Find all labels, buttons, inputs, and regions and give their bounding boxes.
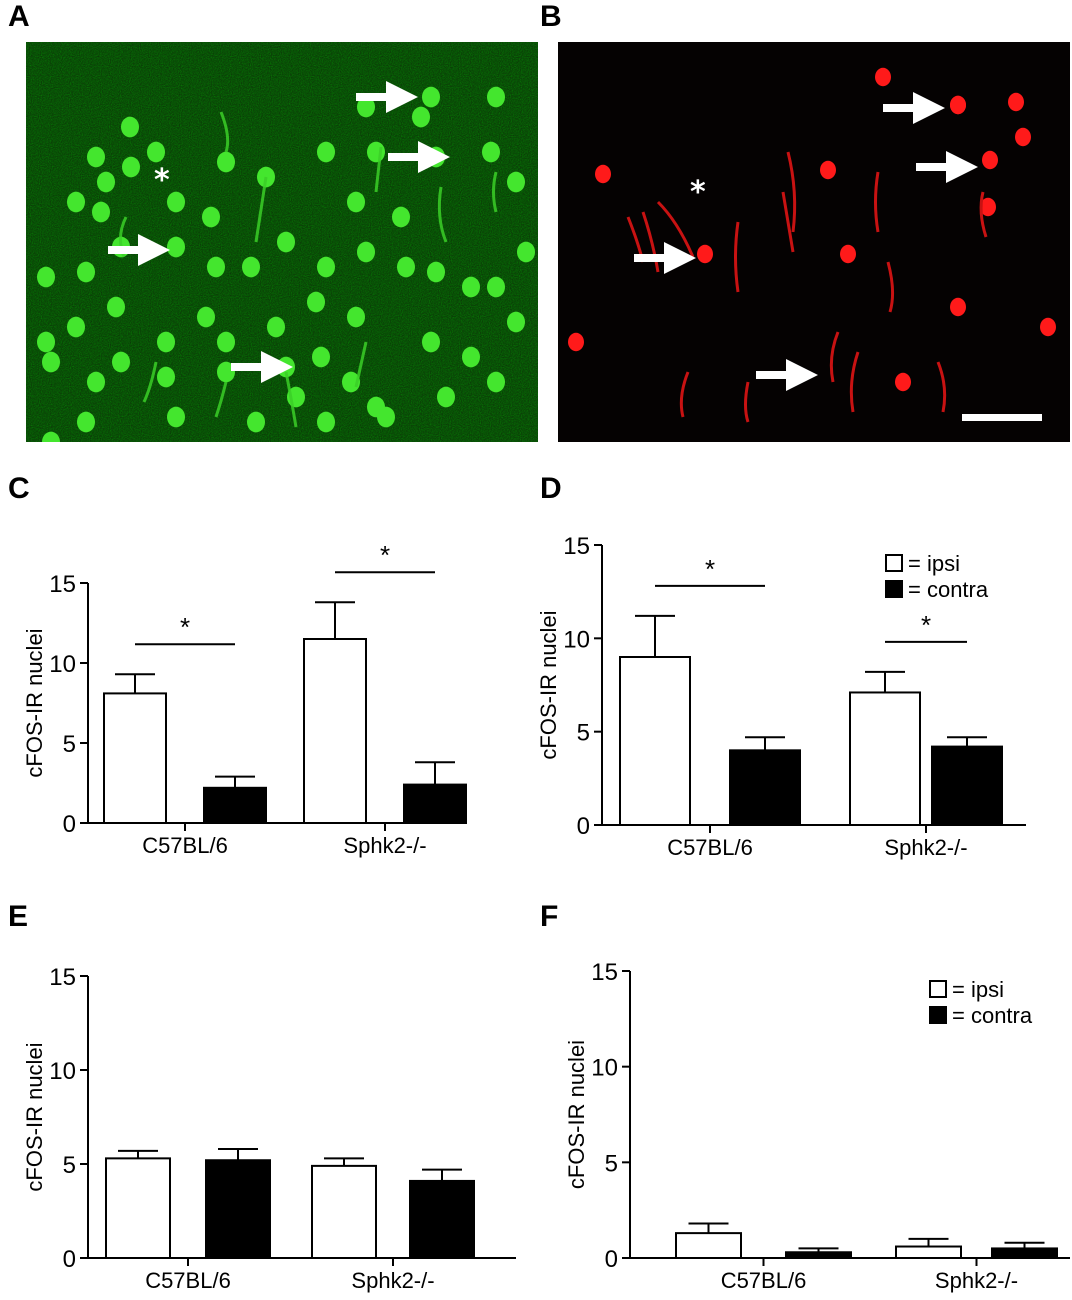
panel-letter-c: C bbox=[8, 472, 30, 505]
arrow-icon bbox=[108, 246, 142, 254]
arrow-icon bbox=[786, 359, 818, 391]
bar-ipsi-1 bbox=[311, 1164, 377, 1260]
x-tick-label: C57BL/6 bbox=[721, 1268, 807, 1293]
panel-letter-e: E bbox=[8, 900, 29, 933]
panel-letter-b: B bbox=[540, 0, 562, 33]
bar-ipsi-1 bbox=[849, 691, 921, 826]
arrow-icon bbox=[946, 151, 978, 183]
x-tick-label: Sphk2-/- bbox=[351, 1268, 434, 1293]
y-axis-label: cFOS-IR nuclei bbox=[536, 610, 561, 759]
chart-f-svg: 0 5 10 15 cFOS-IR nuclei C57BL/6 Sphk2-/- = ips… bbox=[564, 959, 1070, 1293]
y-tick-label: 15 bbox=[49, 571, 76, 598]
y-tick-label: 5 bbox=[63, 1152, 76, 1179]
red-fluorescence-micrograph: * bbox=[558, 42, 1070, 442]
y-axis-label: cFOS-IR nuclei bbox=[564, 1040, 589, 1189]
arrow-icon bbox=[388, 153, 422, 161]
arrow-icon bbox=[664, 242, 696, 274]
bar-ipsi-0 bbox=[103, 692, 167, 824]
bar-contra-1 bbox=[403, 783, 467, 825]
significance-star: * bbox=[380, 540, 390, 570]
legend-label-ipsi: = ipsi bbox=[952, 977, 1004, 1002]
bar-ipsi-0 bbox=[105, 1157, 171, 1259]
y-axis-label: cFOS-IR nuclei bbox=[22, 628, 47, 777]
legend-label-contra: = contra bbox=[908, 577, 989, 602]
bar-contra-1 bbox=[409, 1179, 475, 1259]
y-tick-label: 10 bbox=[49, 1058, 76, 1085]
y-tick-label: 10 bbox=[591, 1055, 618, 1082]
y-tick-label: 0 bbox=[605, 1246, 618, 1273]
arrow-icon bbox=[261, 351, 293, 383]
bar-ipsi-1 bbox=[895, 1245, 962, 1259]
x-tick-label: Sphk2-/- bbox=[935, 1268, 1018, 1293]
panel-letter-f: F bbox=[540, 900, 559, 933]
x-tick-label: C57BL/6 bbox=[142, 833, 228, 858]
bar-contra-0 bbox=[203, 786, 267, 825]
y-tick-label: 0 bbox=[63, 1246, 76, 1273]
arrow-icon bbox=[138, 234, 170, 266]
arrow-icon bbox=[386, 81, 418, 113]
chart-d-svg: 0 5 10 15 cFOS-IR nuclei C57BL/6 Sphk2-/- * * = i… bbox=[536, 533, 1026, 860]
bar-contra-0 bbox=[729, 749, 801, 826]
bar-contra-1 bbox=[991, 1247, 1058, 1259]
y-tick-label: 15 bbox=[563, 533, 590, 560]
y-tick-label: 5 bbox=[63, 731, 76, 758]
y-tick-label: 10 bbox=[49, 651, 76, 678]
chart-d: 0 5 10 15 cFOS-IR nuclei C57BL/6 Sphk2-/- * * = i… bbox=[532, 520, 1072, 880]
scale-bar bbox=[962, 414, 1042, 421]
green-fluorescence-micrograph: * bbox=[26, 42, 538, 442]
chart-e: 0 5 10 15 cFOS-IR nuclei C57BL/6 Sphk2-/- bbox=[0, 960, 520, 1293]
bar-ipsi-1 bbox=[303, 638, 367, 824]
y-tick-label: 15 bbox=[591, 959, 618, 986]
legend-label-ipsi: = ipsi bbox=[908, 551, 960, 576]
x-tick-label: C57BL/6 bbox=[145, 1268, 231, 1293]
x-tick-label: Sphk2-/- bbox=[343, 833, 426, 858]
x-tick-label: C57BL/6 bbox=[667, 835, 753, 860]
x-tick-label: Sphk2-/- bbox=[884, 835, 967, 860]
legend-swatch-ipsi bbox=[929, 980, 947, 998]
panel-letter-d: D bbox=[540, 472, 562, 505]
chart-c-svg: 0 5 10 15 cFOS-IR nuclei C57BL/6 Sphk2-/- * * bbox=[22, 540, 467, 858]
chart-f: 0 5 10 15 cFOS-IR nuclei C57BL/6 Sphk2-/- = ips… bbox=[532, 955, 1072, 1293]
y-tick-label: 5 bbox=[605, 1150, 618, 1177]
arrow-icon bbox=[756, 371, 790, 379]
y-tick-label: 0 bbox=[577, 813, 590, 840]
bar-contra-1 bbox=[931, 745, 1003, 827]
significance-star: * bbox=[180, 612, 190, 642]
y-tick-label: 15 bbox=[49, 964, 76, 991]
bar-contra-0 bbox=[785, 1251, 852, 1260]
arrow-icon bbox=[634, 254, 668, 262]
arrow-icon bbox=[418, 141, 450, 173]
y-tick-label: 5 bbox=[577, 720, 590, 747]
legend-swatch-ipsi bbox=[885, 554, 903, 572]
arrow-icon bbox=[916, 163, 950, 171]
bar-contra-0 bbox=[205, 1159, 271, 1260]
y-tick-label: 0 bbox=[63, 811, 76, 838]
chart-c: 0 5 10 15 cFOS-IR nuclei C57BL/6 Sphk2-/- * * bbox=[0, 540, 520, 880]
significance-star: * bbox=[705, 554, 715, 584]
chart-e-svg: 0 5 10 15 cFOS-IR nuclei C57BL/6 Sphk2-/- bbox=[22, 964, 516, 1293]
legend-swatch-contra bbox=[885, 580, 903, 598]
svg-text:*: * bbox=[690, 175, 706, 210]
y-tick-label: 10 bbox=[563, 626, 590, 653]
legend-swatch-contra bbox=[929, 1006, 947, 1024]
bar-ipsi-0 bbox=[675, 1232, 742, 1260]
panel-letter-a: A bbox=[8, 0, 30, 33]
bar-ipsi-0 bbox=[619, 656, 691, 826]
y-axis-label: cFOS-IR nuclei bbox=[22, 1042, 47, 1191]
arrow-icon bbox=[883, 104, 917, 112]
svg-text:*: * bbox=[154, 163, 170, 198]
arrow-icon bbox=[356, 93, 390, 101]
arrow-icon bbox=[231, 363, 265, 371]
arrow-icon bbox=[913, 92, 945, 124]
significance-star: * bbox=[921, 610, 931, 640]
legend-label-contra: = contra bbox=[952, 1003, 1033, 1028]
